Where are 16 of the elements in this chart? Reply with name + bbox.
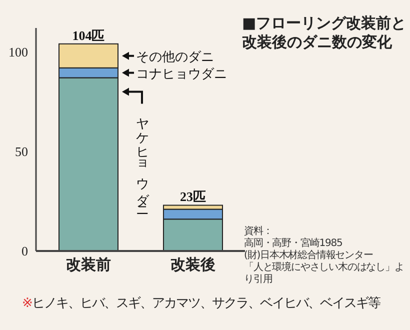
x-tick-label: 改装前 xyxy=(66,256,111,274)
total-label: 104匹 xyxy=(72,28,105,43)
x-tick-label: 改装後 xyxy=(170,256,216,274)
series-label: コナヒョウダニ xyxy=(136,66,227,82)
total-label: 23匹 xyxy=(180,189,206,204)
annotation: 資料： xyxy=(244,226,274,238)
text: ※ヒノキ、ヒバ、スギ、アカマツ、サクラ、ベイヒバ、ベイスギ等 xyxy=(22,295,380,312)
y-tick-label: 100 xyxy=(8,44,28,60)
text: ヤケヒョウダニ xyxy=(134,108,150,214)
y-tick-label: 0 xyxy=(22,244,28,259)
annotation: 高岡・高野・宮崎1985 xyxy=(244,238,344,250)
y-tick-label: 50 xyxy=(15,144,28,160)
text: ■フローリング改装前と改装後のダニ数の変化 xyxy=(242,14,407,52)
series-label: その他のダニ xyxy=(136,50,214,65)
text: 「人と環境にやさしい木のはなし」より引用 xyxy=(244,262,405,286)
annotation: (財)日本木材総合情報センター xyxy=(244,250,374,262)
